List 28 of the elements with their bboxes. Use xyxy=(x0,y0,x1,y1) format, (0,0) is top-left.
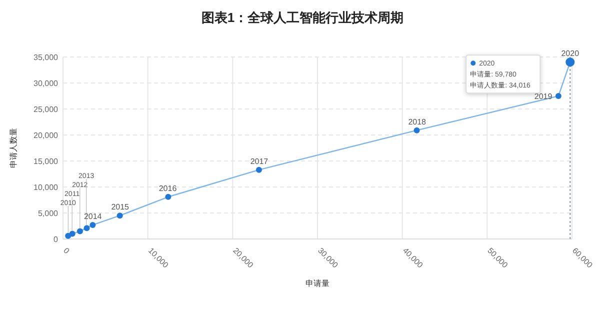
point xyxy=(256,166,262,173)
annotation: 2014 xyxy=(84,212,102,221)
point xyxy=(555,93,562,99)
y-tick-label: 15,000 xyxy=(34,157,59,166)
y-tick-label: 20,000 xyxy=(34,131,59,140)
chart-title: 图表1：全球人工智能行业技术周期 xyxy=(201,10,404,25)
y-axis-title: 申请人数量 xyxy=(9,128,18,168)
y-tick-label: 0 xyxy=(54,235,59,244)
y-tick-label: 5,000 xyxy=(38,209,59,218)
point xyxy=(90,222,96,228)
annotation: 2020 xyxy=(561,49,580,58)
point xyxy=(116,212,123,219)
y-tick-label: 10,000 xyxy=(34,183,59,192)
x-axis-title: 申请量 xyxy=(306,279,330,288)
annotation: 2015 xyxy=(111,202,130,212)
y-tick-label: 30,000 xyxy=(34,79,59,88)
annotation: 2017 xyxy=(250,157,269,166)
annotation: 2018 xyxy=(408,118,427,127)
point xyxy=(69,230,76,237)
point xyxy=(76,228,83,234)
point xyxy=(414,127,420,134)
point xyxy=(165,194,172,200)
annotation: 2019 xyxy=(534,92,553,102)
x-tick-label: 0 xyxy=(62,246,72,256)
annotation: 2016 xyxy=(158,184,178,193)
point xyxy=(84,225,90,232)
y-tick-label: 25,000 xyxy=(34,105,59,114)
y-tick-label: 35,000 xyxy=(34,53,59,62)
